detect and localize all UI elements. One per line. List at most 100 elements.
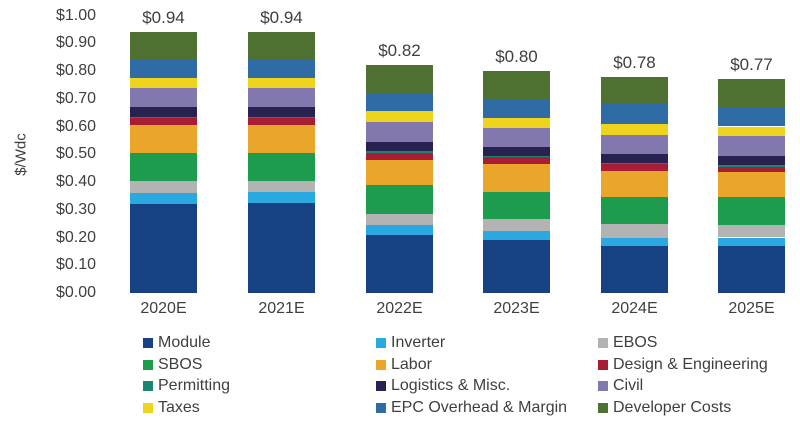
bar-segment <box>130 59 197 78</box>
bar-segment <box>366 159 433 185</box>
bar-segment <box>366 152 433 160</box>
y-tick-label: $0.60 <box>55 117 96 135</box>
legend-item: EPC Overhead & Margin <box>376 399 567 417</box>
bar-segment <box>718 165 785 167</box>
legend-swatch <box>376 359 386 370</box>
legend-item: Module <box>143 334 210 352</box>
bar-segment <box>130 107 197 117</box>
bar-segment <box>483 157 550 164</box>
bar-segment <box>483 127 550 148</box>
bar-segment <box>718 166 785 173</box>
bar-segment <box>601 162 668 164</box>
bar-segment <box>366 213 433 225</box>
bar-total-label: $0.78 <box>613 52 656 72</box>
bar-segment <box>718 225 785 238</box>
y-tick-label: $0.90 <box>55 34 96 52</box>
bar-total-label: $0.94 <box>142 8 185 28</box>
bar-segment <box>718 107 785 127</box>
bar-segment <box>248 107 315 117</box>
legend-item: Taxes <box>143 399 200 417</box>
bar-segment <box>130 116 197 119</box>
bar-segment <box>130 193 197 205</box>
legend-item: Permitting <box>143 377 230 395</box>
legend-item: EBOS <box>598 334 657 352</box>
bar-segment <box>483 147 550 156</box>
bar-total-label: $0.80 <box>495 47 538 66</box>
bar-total-label: $0.94 <box>260 8 303 28</box>
legend-label: Permitting <box>158 377 231 394</box>
bar-segment <box>483 163 550 192</box>
bar-segment <box>601 163 668 171</box>
bar-segment <box>366 184 433 214</box>
legend-label: Design & Engineering <box>613 355 768 373</box>
bar-segment <box>601 237 668 246</box>
bar-segment <box>718 155 785 166</box>
legend-swatch <box>376 338 386 348</box>
legend-swatch <box>598 402 608 413</box>
legend-swatch <box>143 338 153 348</box>
bar-segment <box>366 65 433 94</box>
legend-item: Labor <box>376 356 432 374</box>
legend-item: Developer Costs <box>598 399 731 417</box>
legend-label: Developer Costs <box>613 398 732 416</box>
legend-swatch <box>143 359 153 370</box>
bar-segment <box>130 118 197 126</box>
y-tick-label: $0.80 <box>55 62 96 79</box>
legend-item: Logistics & Misc. <box>376 377 510 395</box>
bar-segment <box>248 191 315 203</box>
bar-segment <box>366 111 433 123</box>
bar-segment <box>130 180 197 194</box>
y-tick-label: $0.10 <box>55 256 96 274</box>
bar-segment <box>483 118 550 128</box>
x-tick-label: 2022E <box>376 300 423 317</box>
legend-item: Inverter <box>376 334 445 352</box>
bar-total-label: $0.82 <box>378 41 421 61</box>
bar-segment <box>601 245 668 293</box>
bar-segment <box>718 79 785 108</box>
legend-item: SBOS <box>143 356 202 374</box>
bar-segment <box>366 141 433 152</box>
bar-segment <box>718 172 785 198</box>
legend-swatch <box>143 402 153 413</box>
bar-segment <box>248 125 315 153</box>
legend-label: Inverter <box>391 334 446 351</box>
bar-segment <box>601 154 668 163</box>
legend-swatch <box>376 402 386 413</box>
y-tick-label: $0.50 <box>55 145 96 163</box>
x-tick-label: 2025E <box>728 300 775 317</box>
bar-total-label: $0.77 <box>730 55 773 75</box>
bar-segment <box>483 71 550 99</box>
legend-label: Module <box>158 334 211 351</box>
legend-item: Design & Engineering <box>598 356 768 374</box>
legend-label: Taxes <box>158 398 200 416</box>
y-tick-label: $0.40 <box>55 173 96 190</box>
bar-segment <box>601 170 668 198</box>
legend-label: Labor <box>391 355 432 373</box>
legend-label: SBOS <box>158 355 203 373</box>
bar-segment <box>130 204 197 293</box>
bar-segment <box>248 152 315 181</box>
bar-segment <box>601 134 668 155</box>
bar-segment <box>366 234 433 293</box>
y-tick-label: $0.70 <box>55 89 96 107</box>
legend-label: EBOS <box>613 334 658 351</box>
legend-swatch <box>598 359 608 370</box>
x-tick-label: 2024E <box>611 300 658 317</box>
bar-segment <box>248 116 315 119</box>
bar-segment <box>483 230 550 241</box>
bar-segment <box>718 237 785 246</box>
bar-segment <box>483 240 550 293</box>
legend-swatch <box>376 381 386 391</box>
bar-segment <box>366 225 433 235</box>
bar-segment <box>601 197 668 224</box>
bar-segment <box>601 223 668 238</box>
y-tick-label: $1.00 <box>55 6 96 24</box>
bar-segment <box>248 77 315 88</box>
bar-segment <box>248 59 315 78</box>
bar-segment <box>601 76 668 105</box>
x-tick-label: 2021E <box>258 300 305 317</box>
bar-segment <box>483 219 550 231</box>
bar-segment <box>601 123 668 135</box>
y-tick-label: $0.00 <box>55 284 96 301</box>
legend-item: Civil <box>598 377 643 395</box>
